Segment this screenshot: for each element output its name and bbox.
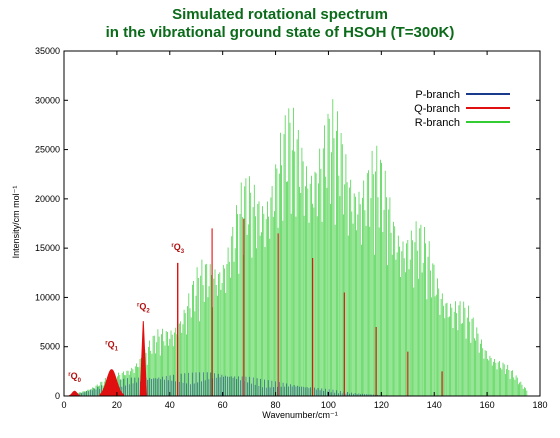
x-tick-label: 40	[165, 400, 175, 410]
x-tick-label: 180	[532, 400, 547, 410]
y-tick-label: 15000	[35, 243, 60, 253]
x-tick-label: 100	[321, 400, 336, 410]
x-tick-label: 140	[427, 400, 442, 410]
q-branch-peak	[68, 390, 81, 397]
x-tick-label: 160	[480, 400, 495, 410]
x-axis-label: Wavenumber/cm⁻¹	[262, 410, 337, 420]
legend-label: P-branch	[415, 89, 460, 101]
y-tick-label: 25000	[35, 145, 60, 155]
y-tick-label: 30000	[35, 95, 60, 105]
q-annotation-label: rQ0	[68, 371, 81, 384]
y-axis-label: Intensity/cm mol⁻¹	[11, 186, 21, 259]
chart-ticks: 0 20 40 60 80 100 120 140 160 180 0 5000 10000 15000 2…	[35, 46, 548, 410]
r-branch-series	[74, 99, 528, 396]
q-annotation-label: rQ2	[137, 301, 150, 314]
x-tick-label: 60	[218, 400, 228, 410]
q-annotation-label: rQ1	[105, 340, 118, 353]
chart-title: Simulated rotational spectrum	[172, 6, 388, 23]
chart-axes	[63, 50, 541, 397]
chart-subtitle: in the vibrational ground state of HSOH …	[105, 24, 455, 41]
x-tick-label: 120	[374, 400, 389, 410]
legend-label: R-branch	[415, 117, 460, 129]
x-tick-label: 0	[61, 400, 66, 410]
legend-label: Q-branch	[414, 103, 460, 115]
plot-frame	[63, 50, 541, 397]
chart-legend: P-branch Q-branch R-branch	[414, 89, 510, 129]
y-tick-label: 35000	[35, 46, 60, 56]
q-branch-series	[68, 218, 443, 397]
x-tick-label: 20	[112, 400, 122, 410]
x-tick-label: 80	[271, 400, 281, 410]
chart-annotations: rQ0 rQ1 rQ2 rQ3	[68, 242, 184, 384]
y-tick-label: 20000	[35, 194, 60, 204]
q-branch-peak	[99, 369, 124, 397]
y-tick-label: 5000	[40, 342, 60, 352]
q-annotation-label: rQ3	[171, 242, 184, 255]
y-tick-label: 0	[55, 391, 60, 401]
y-tick-label: 10000	[35, 292, 60, 302]
